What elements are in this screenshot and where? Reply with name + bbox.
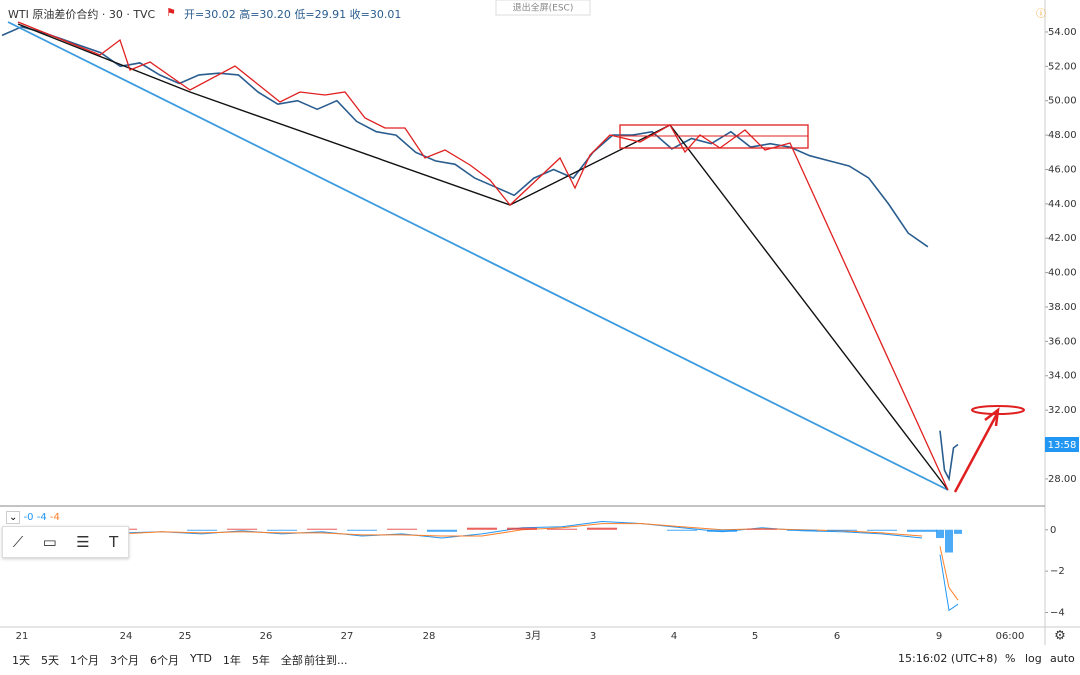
collapse[interactable]: ⌄	[6, 511, 21, 524]
histogram-bar	[507, 527, 537, 530]
goto-button[interactable]: 前往到...	[304, 654, 348, 667]
y-tick-label: 40.00	[1048, 268, 1077, 279]
range-button[interactable]: 5天	[41, 654, 59, 667]
flag: ⚑	[166, 6, 176, 19]
ohlc-high: 高=30.20	[239, 8, 291, 21]
chart: −4 −2 0 06:00 9 6 5 4 3 3月 28 27 26 25 24 21 28.00 32.00 3…	[0, 0, 1080, 645]
legend-value: -0	[23, 512, 34, 523]
histogram-bar	[307, 528, 337, 530]
range-button[interactable]: 全部	[280, 654, 303, 667]
y-tick-label: 54.00	[1048, 27, 1077, 38]
legend-value: -4	[49, 512, 60, 523]
y-tick-label: 0	[1050, 525, 1056, 536]
price-line	[1, 25, 959, 482]
trend-line	[7, 21, 949, 491]
x-tick-label: 4	[671, 631, 677, 642]
range-button[interactable]: 1年	[222, 654, 241, 667]
range-button[interactable]: 1个月	[70, 654, 99, 667]
scale-option[interactable]: auto	[1050, 652, 1075, 665]
x-tick-label: 06:00	[996, 631, 1025, 642]
drawings	[7, 21, 1025, 493]
x-tick-label: 24	[120, 631, 133, 642]
x-tick-label: 26	[260, 631, 273, 642]
y-tick-label: 36.00	[1048, 336, 1077, 347]
price-tag: 13:58	[1048, 440, 1077, 451]
x-tick-label: 9	[936, 631, 942, 642]
drawing-toolbar: ⟋ ▭ ☰ T	[2, 526, 129, 558]
histogram-bar	[787, 529, 817, 531]
signal-line	[1, 523, 959, 601]
histogram-bar	[867, 529, 897, 531]
clock: 15:16:02 (UTC+8)	[898, 652, 998, 665]
exit-fullscreen[interactable]: 退出全屏(ESC)	[513, 2, 574, 14]
channel-tool[interactable]: ☰	[76, 533, 90, 551]
ohlc-close: 收=30.01	[349, 8, 402, 21]
indicator-legend: ⌄ -0 -4 -4	[6, 511, 60, 524]
histogram-bar	[954, 529, 962, 534]
line-tool[interactable]: ⟋	[12, 533, 24, 551]
y-tick-label: −4	[1050, 608, 1065, 619]
y-tick-label: −2	[1050, 566, 1065, 577]
histogram-bar	[587, 527, 617, 530]
histogram-bar	[827, 529, 857, 531]
y-tick-label: 28.00	[1048, 474, 1077, 485]
y-tick-label: 32.00	[1048, 405, 1077, 416]
rect-tool[interactable]: ▭	[42, 533, 57, 551]
x-tick-label: 3月	[525, 630, 541, 642]
legend-value: -4	[36, 512, 47, 523]
histogram-bar	[227, 528, 257, 530]
range-button[interactable]: 3个月	[110, 654, 139, 667]
y-tick-label: 50.00	[1048, 96, 1077, 107]
histogram-bar	[187, 529, 217, 531]
histogram-bar	[427, 529, 457, 532]
range-button[interactable]: 6个月	[150, 654, 179, 667]
zigzag	[17, 21, 949, 491]
x-tick-label: 5	[752, 631, 758, 642]
y-tick-label: 34.00	[1048, 371, 1077, 382]
ohlc-open: 开=30.02	[184, 8, 236, 21]
ohlc-low: 低=29.91	[294, 8, 347, 21]
exit-fullscreen-button[interactable]	[495, 0, 591, 16]
price-tag-box	[1045, 437, 1079, 452]
text-tool[interactable]: T	[109, 533, 119, 551]
ohlc: 开=30.02 高=30.20 低=29.91 收=30.01	[184, 6, 401, 22]
y-tick-label: 52.00	[1048, 61, 1077, 72]
histogram-bar	[945, 529, 953, 553]
arrow	[953, 411, 1000, 493]
histogram-bar	[267, 529, 297, 531]
y-tick-label: 42.00	[1048, 233, 1077, 244]
y-tick-label: 38.00	[1048, 302, 1077, 313]
arrow-head	[984, 407, 1000, 427]
macd-line	[1, 520, 959, 612]
y-tick-label: 48.00	[1048, 130, 1077, 141]
symbol: WTI 原油差价合约 · 30 · TVC	[8, 8, 156, 21]
y-tick-label: 46.00	[1048, 164, 1077, 175]
x-tick-label: 27	[341, 631, 354, 642]
scale-option[interactable]: log	[1025, 652, 1042, 665]
histogram-bar	[707, 529, 737, 532]
histogram-bar	[347, 529, 377, 531]
histogram-bar	[667, 529, 697, 531]
range-button[interactable]: 5年	[251, 654, 270, 667]
histogram-bar	[387, 528, 417, 530]
x-tick-label: 3	[590, 631, 596, 642]
scale-option[interactable]: %	[1005, 652, 1016, 665]
alert-icon[interactable]: ⓘ	[1036, 8, 1046, 20]
histogram-bar	[547, 528, 577, 530]
range-button[interactable]: YTD	[190, 652, 212, 665]
histogram-bar	[747, 528, 777, 530]
histogram-bar	[907, 529, 937, 532]
settings-icon[interactable]: ⚙	[1054, 629, 1066, 644]
x-tick-label: 6	[834, 631, 840, 642]
x-tick-label: 25	[179, 631, 192, 642]
range-button[interactable]: 1天	[12, 654, 30, 667]
x-tick-label: 28	[423, 631, 436, 642]
histogram-bar	[467, 527, 497, 530]
ellipse	[971, 405, 1025, 415]
histogram-bar	[936, 529, 944, 539]
x-tick-label: 21	[16, 631, 29, 642]
y-tick-label: 44.00	[1048, 199, 1077, 210]
